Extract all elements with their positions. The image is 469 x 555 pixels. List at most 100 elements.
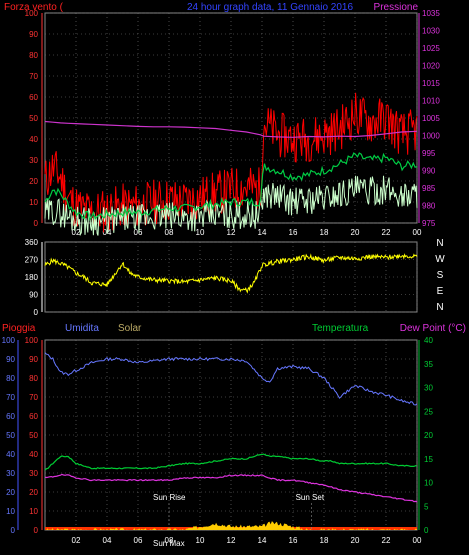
wind-tick-label: 0 (34, 219, 39, 228)
humidity-tick-label: 0 (34, 526, 39, 535)
humidity-tick-label: 90 (29, 355, 38, 364)
wind-x-tick-label: 02 (72, 228, 81, 237)
pressure-tick-label: 1025 (422, 44, 440, 53)
rain-tick-label: 40 (6, 450, 15, 459)
temperature-x-tick-label: 22 (382, 536, 391, 545)
pressure-axis-label: Pressione (374, 2, 419, 13)
rain-tick-label: 90 (6, 355, 15, 364)
temperature-tick-label: 40 (424, 336, 433, 345)
wind-tick-label: 20 (29, 177, 38, 186)
temperature-line (44, 453, 418, 471)
pressure-tick-label: 1005 (422, 114, 440, 123)
rain-tick-label: 100 (2, 336, 16, 345)
humidity-tick-label: 10 (29, 507, 38, 516)
wind-gust-line (44, 92, 418, 233)
pressure-tick-label: 995 (422, 149, 436, 158)
pressure-tick-label: 1035 (422, 9, 440, 18)
pressure-tick-label: 980 (422, 202, 436, 211)
humidity-tick-label: 20 (29, 488, 38, 497)
wind-tick-label: 50 (29, 114, 38, 123)
temperature-x-tick-label: 00 (413, 536, 422, 545)
rain-tick-label: 0 (11, 526, 16, 535)
wind-x-tick-label: 18 (320, 228, 329, 237)
rain-tick-label: 10 (6, 507, 15, 516)
sunset-annotation: Sun Set (296, 493, 325, 502)
rain-tick-label: 70 (6, 393, 15, 402)
dewpoint-axis-label: Dew Point (°C) (400, 323, 466, 334)
temperature-x-tick-label: 08 (165, 536, 174, 545)
direction-compass-label: W (435, 254, 445, 265)
wind-tick-label: 80 (29, 51, 38, 60)
wind-tick-label: 10 (29, 198, 38, 207)
temperature-x-tick-label: 20 (351, 536, 360, 545)
wind-tick-label: 60 (29, 93, 38, 102)
wind-tick-label: 100 (25, 9, 39, 18)
pressure-tick-label: 1010 (422, 97, 440, 106)
wind-tick-label: 40 (29, 135, 38, 144)
rain-tick-label: 30 (6, 469, 15, 478)
pressure-tick-label: 1015 (422, 79, 440, 88)
temperature-tick-label: 20 (424, 431, 433, 440)
direction-tick-label: 360 (25, 238, 39, 247)
wind-direction-line (44, 253, 418, 294)
temperature-tick-label: 10 (424, 479, 433, 488)
rain-tick-label: 20 (6, 488, 15, 497)
pressure-tick-label: 975 (422, 219, 436, 228)
temperature-axis-label: Temperatura (312, 323, 369, 334)
temperature-x-tick-label: 12 (227, 536, 236, 545)
pressure-tick-label: 990 (422, 167, 436, 176)
humidity-tick-label: 30 (29, 469, 38, 478)
direction-tick-label: 90 (29, 291, 38, 300)
humidity-tick-label: 40 (29, 450, 38, 459)
wind-axis-label: Forza vento ( (4, 2, 64, 13)
temperature-tick-label: 35 (424, 360, 433, 369)
wind-tick-label: 30 (29, 156, 38, 165)
temperature-x-tick-label: 14 (258, 536, 267, 545)
wind-x-tick-label: 08 (165, 228, 174, 237)
temperature-tick-label: 30 (424, 384, 433, 393)
solar-area (45, 521, 417, 530)
temperature-x-tick-label: 02 (72, 536, 81, 545)
chart-title: 24 hour graph data, 11 Gennaio 2016 (187, 2, 353, 13)
temperature-x-tick-label: 04 (103, 536, 112, 545)
temperature-x-tick-label: 10 (196, 536, 205, 545)
pressure-line (44, 120, 418, 138)
rain-axis-label: Pioggia (2, 323, 36, 334)
direction-compass-label: N (436, 238, 443, 249)
rain-tick-label: 50 (6, 431, 15, 440)
dewpoint-line (44, 473, 418, 503)
humidity-axis-label: Umidita (65, 323, 99, 334)
pressure-tick-label: 1020 (422, 62, 440, 71)
solar-axis-label: Solar (118, 323, 142, 334)
direction-compass-label: S (437, 270, 444, 281)
humidity-tick-label: 60 (29, 412, 38, 421)
direction-tick-label: 270 (25, 256, 39, 265)
wind-tick-label: 70 (29, 72, 38, 81)
wind-x-tick-label: 12 (227, 228, 236, 237)
temperature-x-tick-label: 16 (289, 536, 298, 545)
direction-compass-label: N (436, 302, 443, 313)
temperature-tick-label: 25 (424, 407, 433, 416)
humidity-tick-label: 80 (29, 374, 38, 383)
wind-x-tick-label: 00 (413, 228, 422, 237)
direction-compass-label: E (437, 286, 444, 297)
wind-x-tick-label: 22 (382, 228, 391, 237)
rain-tick-label: 60 (6, 412, 15, 421)
wind-low-line (44, 175, 418, 237)
pressure-tick-label: 1030 (422, 27, 440, 36)
temperature-x-tick-label: 18 (320, 536, 329, 545)
direction-tick-label: 180 (25, 273, 39, 282)
temperature-x-tick-label: 06 (134, 536, 143, 545)
sunmax-annotation: Sun Max (153, 539, 185, 548)
wind-x-tick-label: 16 (289, 228, 298, 237)
rain-tick-label: 80 (6, 374, 15, 383)
wind-x-tick-label: 20 (351, 228, 360, 237)
pressure-tick-label: 985 (422, 184, 436, 193)
humidity-tick-label: 50 (29, 431, 38, 440)
wind-x-tick-label: 10 (196, 228, 205, 237)
wind-tick-label: 90 (29, 30, 38, 39)
humidity-tick-label: 70 (29, 393, 38, 402)
wind-x-tick-label: 14 (258, 228, 267, 237)
wind-x-tick-label: 06 (134, 228, 143, 237)
